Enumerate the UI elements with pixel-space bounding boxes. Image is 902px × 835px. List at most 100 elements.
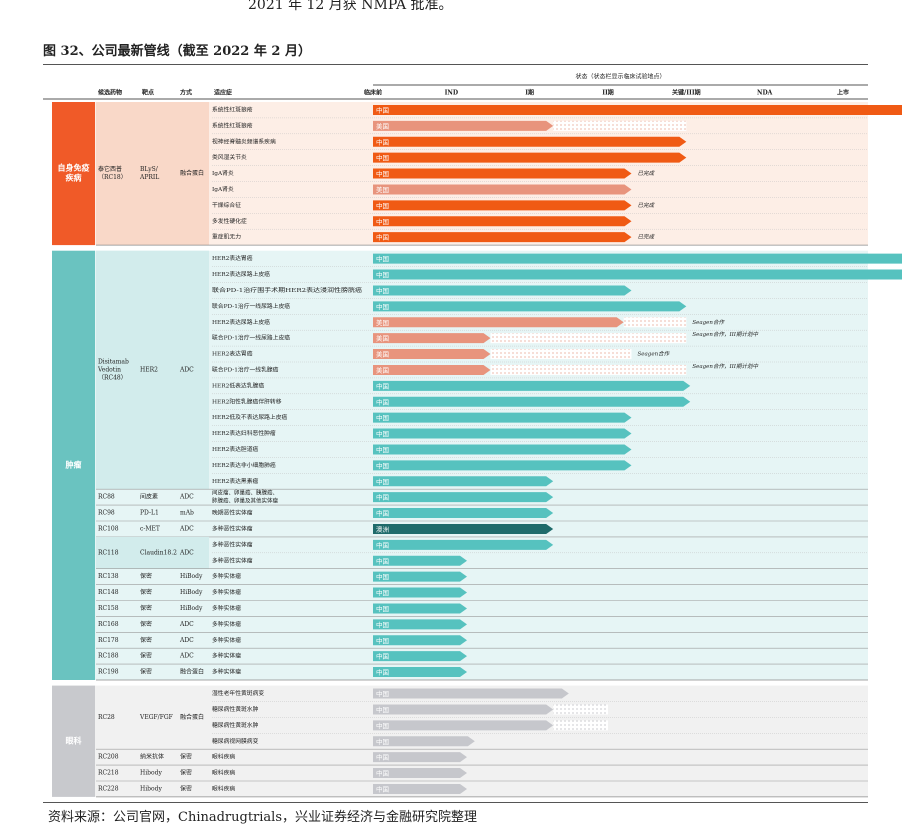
region-label: 中国	[376, 413, 389, 422]
progress-bar	[373, 768, 467, 779]
drug-target: c-MET	[140, 525, 160, 532]
progress-bar	[373, 396, 691, 407]
indication-label: 多种恶性实体瘤	[212, 556, 253, 564]
indication-label: 联合PD-1治疗一线尿路上皮癌	[212, 302, 290, 310]
region-label: 中国	[376, 737, 389, 746]
phase-label: 临床前	[364, 89, 382, 97]
drug-target: 保密	[140, 636, 152, 644]
progress-bar	[373, 720, 554, 731]
drug-target: 保密	[140, 604, 152, 612]
region-label: 中国	[376, 302, 389, 311]
drug-modality: ADC	[179, 621, 194, 628]
indication-label: HER2低表达乳腺癌	[212, 381, 264, 389]
region-label: 中国	[376, 784, 389, 793]
status-note: Seagen合作	[692, 319, 725, 326]
drug-modality: 融合蛋白	[180, 169, 204, 177]
progress-bar	[373, 412, 632, 423]
drug-candidate: RC98	[98, 510, 115, 517]
drug-modality: ADC	[179, 549, 194, 556]
category-block	[52, 102, 95, 246]
indication-label: 多种恶性实体瘤	[212, 524, 253, 532]
region-label: 中国	[376, 572, 389, 581]
drug-candidate: RC218	[98, 770, 119, 777]
progress-bar	[373, 152, 687, 163]
progress-bar	[373, 184, 632, 195]
drug-modality: 融合蛋白	[180, 713, 204, 721]
progress-bar	[373, 444, 632, 455]
region-label: 中国	[376, 556, 389, 565]
indication-label: 眼科疾病	[212, 784, 235, 792]
progress-bar	[373, 783, 467, 794]
header-modality: 方式	[180, 89, 192, 97]
region-label: 中国	[376, 169, 389, 178]
region-label: 中国	[376, 105, 389, 114]
indication-label: HER2表达尿路上皮癌	[212, 318, 270, 326]
region-label: 中国	[376, 153, 389, 162]
indication-label: 多种实体瘤	[212, 604, 241, 612]
region-label: 中国	[376, 217, 389, 226]
planned-segment	[623, 317, 687, 328]
progress-bar	[373, 216, 632, 227]
phase-label: II期	[602, 89, 614, 97]
drug-candidate: RC168	[98, 621, 119, 628]
status-note: 已完成	[638, 234, 656, 241]
drug-modality: 融合蛋白	[180, 668, 204, 676]
planned-segment	[490, 333, 687, 344]
region-label: 中国	[376, 461, 389, 470]
category-block	[52, 250, 95, 680]
drug-target: 保密	[140, 588, 152, 596]
category-band	[95, 685, 868, 797]
region-label: 中国	[376, 769, 389, 778]
drug-candidate-line: Disitamab	[98, 358, 129, 365]
progress-bar	[373, 539, 554, 550]
phase-label: IND	[445, 90, 459, 97]
status-note: 已完成	[638, 202, 656, 209]
indication-label: HER2表达妇科恶性肿瘤	[212, 429, 276, 437]
region-label: 中国	[376, 689, 389, 698]
phase-label: I期	[525, 89, 534, 97]
progress-bar	[373, 752, 467, 763]
planned-segment	[490, 349, 632, 360]
progress-bar	[373, 555, 467, 566]
drug-candidate-line: 泰它西普	[98, 165, 122, 173]
region-label: 中国	[376, 540, 389, 549]
drug-target: HER2	[140, 366, 158, 373]
indication-label: 多种实体瘤	[212, 668, 241, 676]
drug-modality: 保密	[180, 753, 192, 761]
drug-modality: ADC	[179, 653, 194, 660]
progress-bar	[373, 364, 491, 375]
figure-title: 图 32、公司最新管线（截至 2022 年 2 月）	[43, 44, 311, 59]
indication-label: 联合PD-1治疗一线尿路上皮癌	[212, 334, 290, 342]
progress-bar	[373, 736, 475, 747]
indication-label: HER2表达胃癌	[212, 254, 253, 262]
indication-label: HER2阳性乳腺癌伴肝转移	[212, 397, 282, 405]
indication-label: HER2表达胆道癌	[212, 445, 259, 453]
drug-modality: ADC	[179, 525, 194, 532]
drug-candidate: RC198	[98, 669, 119, 676]
drug-modality: mAb	[180, 510, 194, 517]
drug-candidate: RC178	[98, 637, 119, 644]
indication-label: 多发性硬化症	[212, 217, 247, 225]
bottom-rule	[43, 802, 868, 803]
region-label: 中国	[376, 753, 389, 762]
progress-bar	[373, 428, 632, 439]
progress-bar	[373, 603, 467, 614]
drug-candidate: RC138	[98, 573, 119, 580]
region-label: 中国	[376, 233, 389, 242]
indication-label: 类风湿关节炎	[212, 153, 247, 161]
region-label: 澳洲	[376, 524, 389, 533]
drug-info-cell	[96, 250, 209, 490]
drug-modality: 保密	[180, 784, 192, 792]
region-label: 中国	[376, 721, 389, 730]
indication-label: 糖尿病性黄斑水肿	[212, 705, 259, 713]
progress-bar	[373, 619, 467, 630]
progress-bar	[373, 232, 632, 243]
source-note: 资料来源：公司官网，Chinadrugtrials，兴业证券经济与金融研究院整理	[48, 810, 478, 825]
indication-label: 重症肌无力	[212, 233, 241, 241]
progress-bar	[373, 168, 632, 179]
header-candidate: 候选药物	[98, 89, 122, 97]
drug-modality: ADC	[179, 366, 194, 373]
region-label: 美国	[376, 185, 389, 194]
indication-label: 联合PD-1治疗一线乳腺癌	[212, 365, 279, 373]
indication-label: 多种实体瘤	[212, 588, 241, 596]
